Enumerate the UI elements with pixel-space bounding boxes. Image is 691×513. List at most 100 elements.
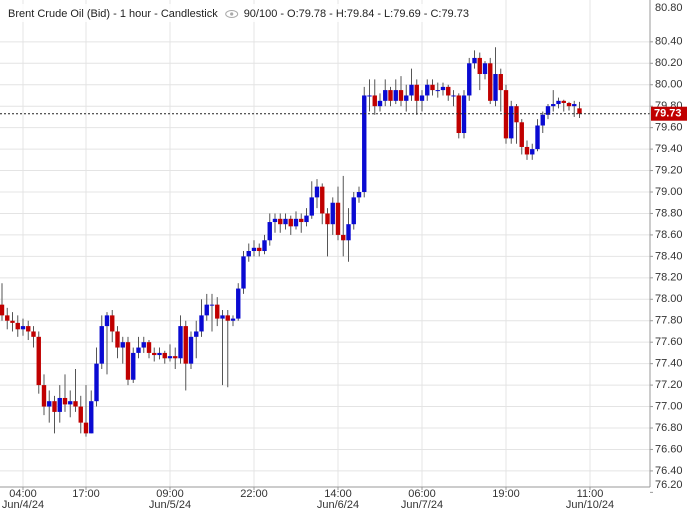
candle-body: [388, 90, 393, 101]
candle-body: [346, 224, 351, 241]
last-price-box: [651, 106, 687, 121]
candle-body: [446, 86, 451, 96]
y-tick-label: 76.80: [655, 422, 683, 434]
candle-body: [215, 304, 220, 319]
ohlc-label: O:: [287, 8, 299, 20]
candle-body: [167, 356, 173, 359]
y-tick-label: 79.40: [655, 143, 683, 155]
candle-body: [68, 401, 73, 405]
candle-body: [283, 218, 288, 225]
eye-pupil: [230, 12, 234, 16]
y-tick-label: 77.80: [655, 315, 683, 327]
x-date-label: Jun/7/24: [401, 499, 443, 511]
y-tick-label: 76.40: [655, 465, 683, 477]
candle-body: [414, 84, 419, 101]
separator: -: [377, 8, 381, 20]
ohlc-value: 79.69: [393, 8, 421, 20]
candle-body: [162, 352, 167, 359]
candle-body: [425, 84, 430, 96]
ohlc-label: H:: [336, 8, 347, 20]
candle-body: [435, 90, 440, 92]
x-tick-label: 11:00: [577, 488, 604, 500]
candle-body: [47, 401, 52, 407]
candle-body: [530, 149, 535, 155]
candle-body: [524, 146, 530, 155]
y-tick-label: 78.40: [655, 250, 683, 262]
candle-body: [325, 213, 330, 225]
ohlc-label: L:: [384, 8, 393, 20]
candle-body: [257, 247, 262, 252]
candle-body: [335, 202, 341, 235]
x-tick-label: 09:00: [156, 488, 184, 500]
ohlc-value: 79.78: [299, 8, 327, 20]
x-tick-label: 06:00: [408, 488, 436, 500]
header: Brent Crude Oil (Bid) - 1 hour - Candles…: [0, 4, 475, 22]
candle-body: [293, 218, 299, 227]
candle-body: [251, 247, 257, 252]
candle-body: [36, 336, 41, 386]
candle-body: [26, 326, 31, 332]
candle-body: [194, 331, 199, 337]
candle-body: [299, 218, 304, 223]
candle-body: [577, 108, 582, 114]
candle-body: [267, 222, 272, 241]
candle-body: [309, 197, 314, 216]
candle-body: [141, 342, 146, 348]
y-tick-label: 79.00: [655, 186, 683, 198]
ohlc-value: 79.73: [441, 8, 469, 20]
candle-body: [89, 401, 94, 434]
candle-body: [367, 95, 372, 97]
chart-title: Brent Crude Oil (Bid) - 1 hour - Candles…: [8, 8, 218, 20]
candle-body: [451, 95, 456, 97]
candle-body: [225, 315, 230, 321]
x-date-label: Jun/4/24: [2, 499, 44, 511]
candle-body: [519, 122, 524, 147]
candle-body: [482, 63, 488, 75]
candle-body: [62, 397, 68, 405]
candle-body: [351, 197, 356, 225]
candle-body: [78, 406, 83, 423]
separator: -: [424, 8, 428, 20]
candle-body: [362, 95, 367, 193]
candle-body: [131, 352, 136, 380]
candle-body: [304, 215, 309, 223]
candle-body: [52, 401, 57, 412]
y-tick-label: 77.00: [655, 400, 683, 412]
y-tick-label: 80.80: [655, 2, 683, 14]
candle-body: [236, 288, 241, 319]
y-tick-label: 76.20: [655, 479, 683, 491]
x-date-label: Jun/6/24: [317, 499, 359, 511]
candle-body: [314, 186, 320, 198]
candle-body: [472, 57, 477, 64]
candle-body: [461, 95, 467, 134]
last-price-label: 79.73: [654, 108, 682, 120]
candle-body: [241, 256, 246, 289]
y-tick-label: 78.00: [655, 293, 683, 305]
candle-body: [278, 218, 283, 225]
candle-body: [493, 74, 498, 101]
x-date-label: Jun/10/24: [566, 499, 614, 511]
separator: -: [329, 8, 333, 20]
separator: -: [280, 8, 284, 20]
candle-body: [125, 342, 131, 380]
y-tick-label: 77.60: [655, 336, 683, 348]
candle-body: [535, 125, 540, 150]
y-tick-label: 80.00: [655, 79, 683, 91]
candle-body: [220, 315, 225, 319]
candle-body: [136, 347, 141, 353]
candle-body: [330, 202, 335, 225]
candle-body: [556, 100, 561, 105]
candle-body: [209, 304, 215, 306]
candle-body: [57, 397, 62, 412]
y-tick-label: 76.60: [655, 443, 683, 455]
y-tick-label: 79.60: [655, 122, 683, 134]
candle-body: [157, 352, 162, 356]
y-tick-label: 78.60: [655, 229, 683, 241]
x-tick-label: 19:00: [492, 488, 520, 500]
candle-body: [430, 84, 435, 91]
x-date-label: Jun/5/24: [149, 499, 191, 511]
candle-body: [404, 95, 409, 101]
candle-body: [115, 331, 120, 348]
y-tick-label: 80.20: [655, 57, 683, 69]
